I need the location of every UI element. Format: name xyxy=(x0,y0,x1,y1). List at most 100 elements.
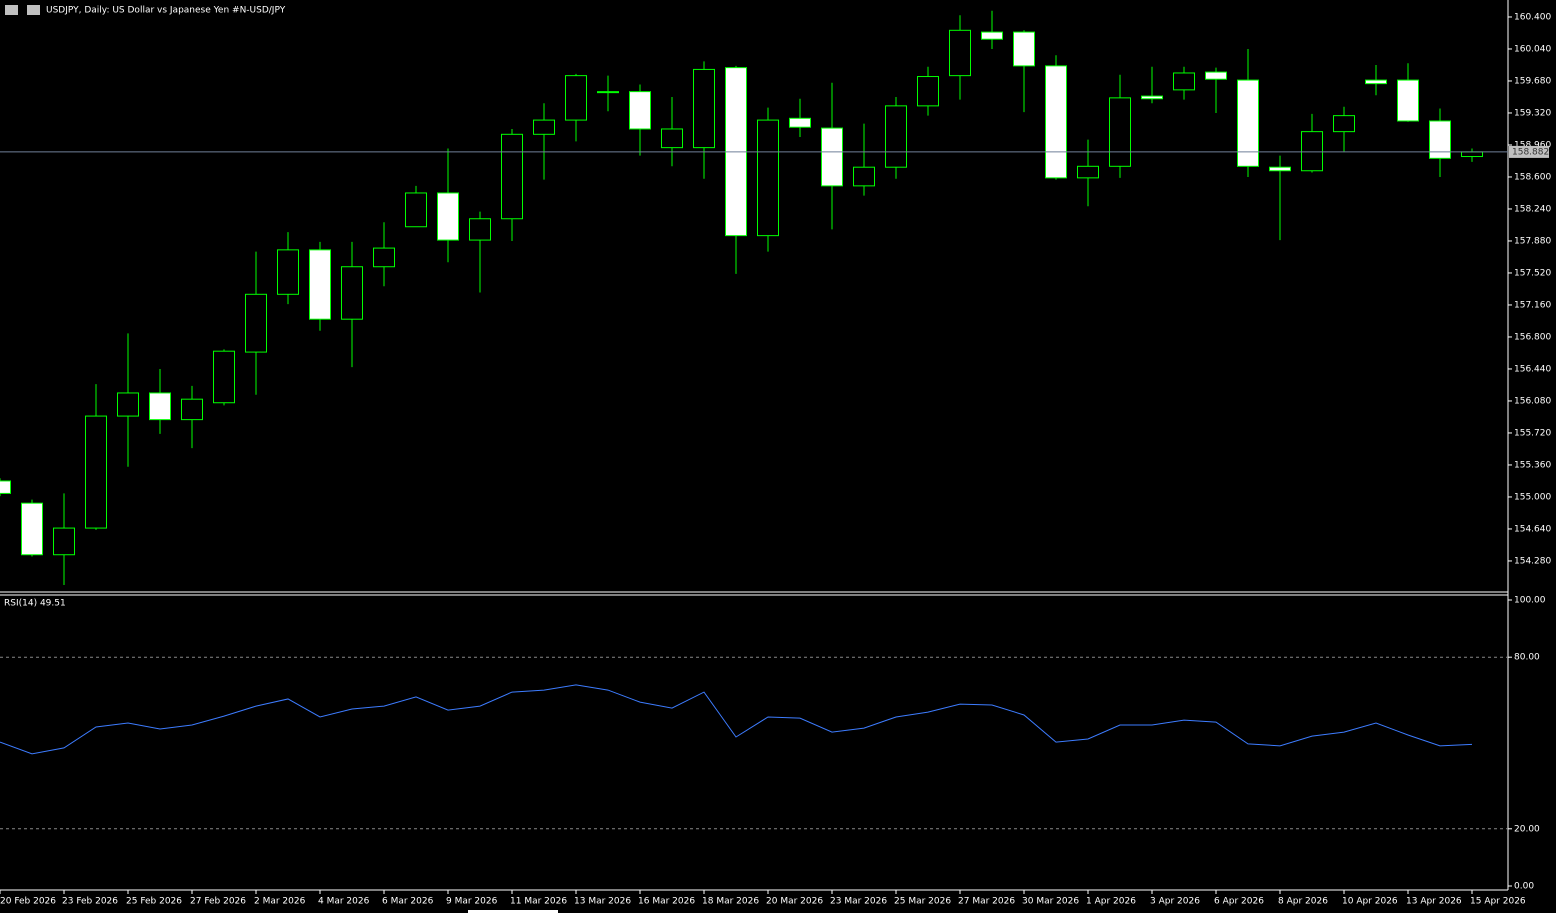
y-tick-label: 154.640 xyxy=(1514,524,1551,534)
x-tick-label: 4 Mar 2026 xyxy=(318,897,370,907)
candle-body xyxy=(117,392,139,417)
candle-body xyxy=(1237,79,1259,167)
candle-body xyxy=(53,527,75,556)
candle-body xyxy=(21,502,43,556)
candle-body xyxy=(85,415,107,529)
period-icon xyxy=(27,5,40,15)
rsi-line xyxy=(0,684,1473,755)
candle-body xyxy=(917,76,939,107)
candle-body xyxy=(341,266,363,320)
candle-body xyxy=(277,249,299,295)
x-tick-label: 25 Mar 2026 xyxy=(894,897,951,907)
candle-body xyxy=(661,128,683,149)
x-tick-label: 13 Mar 2026 xyxy=(574,897,631,907)
price-label: 158.882 xyxy=(1512,147,1549,157)
scrollbar xyxy=(468,910,558,913)
candle-body xyxy=(1301,131,1323,172)
y-tick-label: 160.040 xyxy=(1514,44,1551,54)
candle-body xyxy=(1269,166,1291,172)
candle-body xyxy=(949,29,971,77)
y-tick-label: 157.880 xyxy=(1514,236,1551,246)
candle-body xyxy=(149,392,171,421)
candle-body xyxy=(1397,79,1419,122)
x-tick-label: 27 Feb 2026 xyxy=(190,897,246,907)
candle-body xyxy=(309,249,331,320)
candle-body xyxy=(853,166,875,187)
y-tick-label: 155.000 xyxy=(1514,492,1551,502)
candle-body xyxy=(469,218,491,241)
candle-body xyxy=(1013,31,1035,67)
candle-body xyxy=(821,127,843,187)
y-tick-label: 100.00 xyxy=(1514,596,1546,606)
y-tick-label: 158.600 xyxy=(1514,172,1551,182)
symbol-icon xyxy=(5,5,18,15)
x-tick-label: 1 Apr 2026 xyxy=(1086,897,1136,907)
candle-body xyxy=(1365,79,1387,85)
y-tick-label: 160.400 xyxy=(1514,12,1551,22)
candle-body xyxy=(1333,115,1355,133)
candle-body xyxy=(757,119,779,237)
candle-body xyxy=(1205,71,1227,80)
x-tick-label: 3 Apr 2026 xyxy=(1150,897,1200,907)
x-tick-label: 20 Mar 2026 xyxy=(766,897,823,907)
x-tick-label: 9 Mar 2026 xyxy=(446,897,498,907)
x-tick-label: 15 Apr 2026 xyxy=(1470,897,1526,907)
y-tick-label: 154.280 xyxy=(1514,556,1551,566)
y-tick-label: 159.680 xyxy=(1514,76,1551,86)
x-tick-label: 8 Apr 2026 xyxy=(1278,897,1328,907)
candle-body xyxy=(501,133,523,220)
y-tick-label: 157.520 xyxy=(1514,268,1551,278)
candle-body xyxy=(245,293,267,353)
price-label-box xyxy=(1509,145,1549,158)
x-tick-label: 16 Mar 2026 xyxy=(638,897,695,907)
candle-body xyxy=(885,105,907,168)
y-tick-label: 156.800 xyxy=(1514,332,1551,342)
candle-body xyxy=(0,480,11,494)
y-tick-label: 0.00 xyxy=(1514,882,1534,892)
x-tick-label: 11 Mar 2026 xyxy=(510,897,567,907)
candle-body xyxy=(597,91,619,94)
candle-body xyxy=(1429,120,1451,159)
y-tick-label: 156.440 xyxy=(1514,364,1551,374)
candle-body xyxy=(1461,151,1483,158)
candle-body xyxy=(213,350,235,404)
y-tick-label: 158.240 xyxy=(1514,204,1551,214)
candle-body xyxy=(373,247,395,268)
x-tick-label: 23 Feb 2026 xyxy=(62,897,118,907)
y-tick-label: 158.960 xyxy=(1514,140,1551,150)
candle-body xyxy=(437,192,459,241)
candle-body xyxy=(629,91,651,130)
x-tick-label: 2 Mar 2026 xyxy=(254,897,306,907)
y-tick-label: 157.160 xyxy=(1514,300,1551,310)
y-tick-label: 155.720 xyxy=(1514,428,1551,438)
candle-body xyxy=(1141,95,1163,100)
candle-body xyxy=(1045,65,1067,179)
y-tick-label: 20.00 xyxy=(1514,824,1540,834)
x-tick-label: 20 Feb 2026 xyxy=(0,897,56,907)
candle-body xyxy=(1077,165,1099,179)
x-tick-label: 27 Mar 2026 xyxy=(958,897,1015,907)
y-tick-label: 155.360 xyxy=(1514,460,1551,470)
x-tick-label: 6 Mar 2026 xyxy=(382,897,434,907)
x-tick-label: 25 Feb 2026 xyxy=(126,897,182,907)
candle-body xyxy=(181,398,203,421)
x-tick-label: 13 Apr 2026 xyxy=(1406,897,1462,907)
y-tick-label: 156.080 xyxy=(1514,396,1551,406)
candle-body xyxy=(1109,97,1131,167)
candle-body xyxy=(789,117,811,128)
candle-body xyxy=(981,31,1003,40)
y-tick-label: 80.00 xyxy=(1514,653,1540,663)
candle-body xyxy=(565,75,587,121)
candle-body xyxy=(1173,72,1195,91)
candle-body xyxy=(405,192,427,228)
x-tick-label: 6 Apr 2026 xyxy=(1214,897,1264,907)
x-tick-label: 18 Mar 2026 xyxy=(702,897,759,907)
chart-title: USDJPY, Daily: US Dollar vs Japanese Yen… xyxy=(46,6,286,16)
x-tick-label: 23 Mar 2026 xyxy=(830,897,887,907)
x-tick-label: 30 Mar 2026 xyxy=(1022,897,1079,907)
indicator-title: RSI(14) 49.51 xyxy=(4,599,66,609)
candle-body xyxy=(693,68,715,149)
x-tick-label: 10 Apr 2026 xyxy=(1342,897,1398,907)
